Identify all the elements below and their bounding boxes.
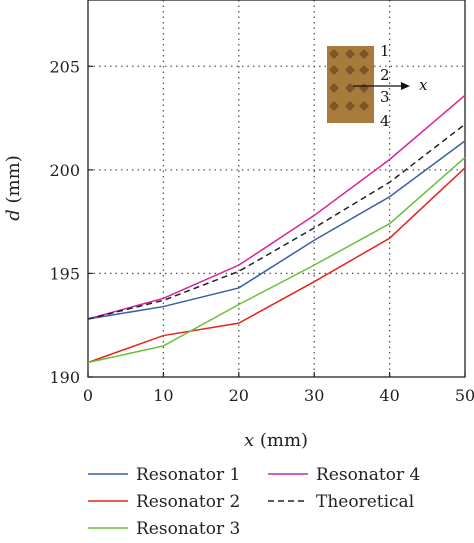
legend: Resonator 1 Resonator 2 Resonator 3 Resonat… bbox=[88, 465, 420, 539]
inset-resonator-cell bbox=[329, 65, 339, 75]
series-line-3 bbox=[87, 156, 466, 364]
inset-label-1: 1 bbox=[380, 42, 390, 60]
series-lines bbox=[87, 94, 466, 364]
inset-x-arrow-head bbox=[401, 82, 410, 90]
legend-label-4: Resonator 4 bbox=[316, 465, 420, 485]
inset-resonator-cell bbox=[329, 49, 339, 59]
inset-resonator-cell bbox=[359, 49, 369, 59]
inset-label-4: 4 bbox=[380, 112, 390, 130]
inset-resonator-cell bbox=[359, 65, 369, 75]
x-tick-label: 50 bbox=[455, 386, 474, 405]
inset-label-2: 2 bbox=[380, 66, 390, 84]
legend-label-2: Resonator 2 bbox=[136, 492, 240, 512]
inset-label-3: 3 bbox=[380, 88, 390, 106]
inset-resonator-cell bbox=[329, 83, 339, 93]
plot-frame bbox=[87, 0, 466, 378]
x-tick-label: 30 bbox=[304, 386, 324, 405]
inset-resonator-pattern bbox=[329, 49, 369, 111]
legend-label-1: Resonator 1 bbox=[136, 465, 240, 485]
series-line-5 bbox=[87, 123, 466, 320]
x-tick-label: 10 bbox=[153, 386, 173, 405]
legend-label-5: Theoretical bbox=[316, 492, 414, 512]
y-tick-label: 195 bbox=[49, 264, 80, 283]
y-tick-label: 205 bbox=[49, 57, 80, 76]
inset-resonator-cell bbox=[345, 83, 355, 93]
series-line-2 bbox=[87, 167, 466, 364]
inset-resonator-cell bbox=[345, 101, 355, 111]
inset-resonator-cell bbox=[359, 101, 369, 111]
x-tick-label: 0 bbox=[83, 386, 93, 405]
inset-resonator-cell bbox=[345, 49, 355, 59]
x-tick-label: 40 bbox=[379, 386, 399, 405]
axis-ticks: 0 10 20 30 40 50 190 195 200 205 bbox=[49, 57, 474, 405]
legend-label-3: Resonator 3 bbox=[136, 519, 240, 539]
inset-resonator-cell bbox=[329, 101, 339, 111]
grid-lines bbox=[88, 0, 465, 377]
inset-photo: 1 2 3 4 x bbox=[327, 42, 428, 130]
y-tick-label: 190 bbox=[49, 368, 80, 387]
inset-resonator-cell bbox=[345, 65, 355, 75]
x-axis-label: x (mm) bbox=[244, 430, 308, 451]
inset-axis-label: x bbox=[419, 76, 428, 94]
y-tick-label: 200 bbox=[49, 161, 80, 180]
y-axis-label: d (mm) bbox=[3, 155, 24, 220]
series-line-4 bbox=[87, 94, 466, 320]
series-line-1 bbox=[87, 140, 466, 320]
x-tick-label: 20 bbox=[229, 386, 249, 405]
